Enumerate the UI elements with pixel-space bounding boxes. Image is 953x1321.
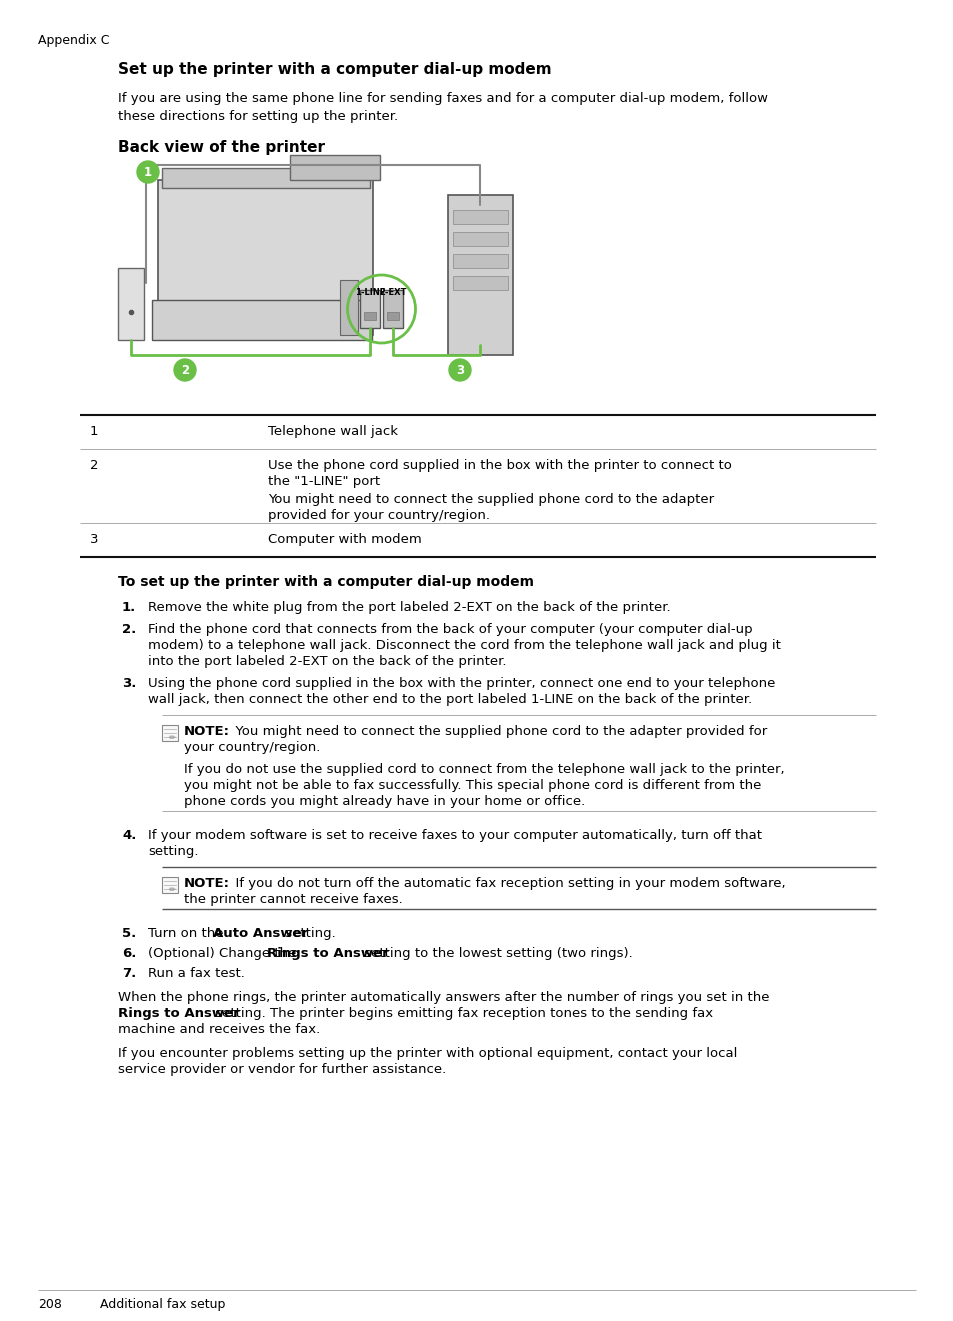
Circle shape — [137, 161, 159, 184]
Text: into the port labeled 2-EXT on the back of the printer.: into the port labeled 2-EXT on the back … — [148, 655, 506, 668]
Text: (Optional) Change the: (Optional) Change the — [148, 947, 300, 960]
Text: 4.: 4. — [122, 830, 136, 841]
Text: machine and receives the fax.: machine and receives the fax. — [118, 1022, 320, 1036]
Text: Find the phone cord that connects from the back of your computer (your computer : Find the phone cord that connects from t… — [148, 624, 752, 635]
Text: wall jack, then connect the other end to the port labeled 1-LINE on the back of : wall jack, then connect the other end to… — [148, 694, 751, 705]
Text: 3.: 3. — [122, 676, 136, 690]
Text: If you do not turn off the automatic fax reception setting in your modem softwar: If you do not turn off the automatic fax… — [227, 877, 785, 890]
Text: Back view of the printer: Back view of the printer — [118, 140, 325, 155]
Bar — [359, 291, 379, 328]
Bar — [290, 155, 379, 180]
Bar — [453, 232, 507, 246]
Text: Use the phone cord supplied in the box with the printer to connect to: Use the phone cord supplied in the box w… — [268, 458, 731, 472]
Text: 1: 1 — [90, 425, 98, 439]
Text: To set up the printer with a computer dial-up modem: To set up the printer with a computer di… — [118, 575, 534, 589]
Bar — [453, 210, 507, 225]
Text: setting.: setting. — [148, 845, 198, 859]
Text: 2-EXT: 2-EXT — [379, 288, 406, 297]
Bar — [162, 725, 178, 741]
Text: service provider or vendor for further assistance.: service provider or vendor for further a… — [118, 1063, 446, 1077]
Text: 2: 2 — [90, 458, 98, 472]
Text: NOTE:: NOTE: — [184, 877, 230, 890]
Text: Rings to Answer: Rings to Answer — [267, 947, 388, 960]
Bar — [453, 276, 507, 291]
Text: You might need to connect the supplied phone cord to the adapter: You might need to connect the supplied p… — [268, 493, 714, 506]
Bar — [453, 254, 507, 268]
Bar — [387, 312, 398, 320]
Text: If you are using the same phone line for sending faxes and for a computer dial-u: If you are using the same phone line for… — [118, 92, 767, 104]
Text: ✏: ✏ — [169, 885, 175, 893]
Text: Turn on the: Turn on the — [148, 927, 228, 941]
Bar — [152, 300, 372, 339]
Text: setting. The printer begins emitting fax reception tones to the sending fax: setting. The printer begins emitting fax… — [211, 1007, 713, 1020]
Text: ✏: ✏ — [169, 733, 175, 741]
Text: Using the phone cord supplied in the box with the printer, connect one end to yo: Using the phone cord supplied in the box… — [148, 676, 775, 690]
Bar — [382, 291, 402, 328]
Text: If you do not use the supplied cord to connect from the telephone wall jack to t: If you do not use the supplied cord to c… — [184, 764, 783, 775]
Bar — [364, 312, 375, 320]
Text: Telephone wall jack: Telephone wall jack — [268, 425, 397, 439]
Text: 1-LINE: 1-LINE — [355, 288, 385, 297]
Bar — [158, 180, 373, 336]
Text: When the phone rings, the printer automatically answers after the number of ring: When the phone rings, the printer automa… — [118, 991, 769, 1004]
Text: modem) to a telephone wall jack. Disconnect the cord from the telephone wall jac: modem) to a telephone wall jack. Disconn… — [148, 639, 781, 653]
Text: If your modem software is set to receive faxes to your computer automatically, t: If your modem software is set to receive… — [148, 830, 761, 841]
Text: 3: 3 — [456, 363, 463, 376]
Text: 1.: 1. — [122, 601, 136, 614]
Text: Set up the printer with a computer dial-up modem: Set up the printer with a computer dial-… — [118, 62, 551, 77]
Text: Auto Answer: Auto Answer — [213, 927, 308, 941]
Text: Computer with modem: Computer with modem — [268, 532, 421, 546]
Text: 3: 3 — [90, 532, 98, 546]
Text: 6.: 6. — [122, 947, 136, 960]
Text: the "1-LINE" port: the "1-LINE" port — [268, 476, 379, 487]
Text: Appendix C: Appendix C — [38, 34, 110, 48]
Text: Remove the white plug from the port labeled 2-EXT on the back of the printer.: Remove the white plug from the port labe… — [148, 601, 670, 614]
Circle shape — [173, 359, 195, 380]
Text: setting.: setting. — [281, 927, 335, 941]
Bar — [162, 168, 370, 188]
Text: 5.: 5. — [122, 927, 136, 941]
Text: 1: 1 — [144, 165, 152, 178]
Text: setting to the lowest setting (two rings).: setting to the lowest setting (two rings… — [359, 947, 632, 960]
Text: 208: 208 — [38, 1299, 62, 1310]
Text: If you encounter problems setting up the printer with optional equipment, contac: If you encounter problems setting up the… — [118, 1048, 737, 1059]
Text: NOTE:: NOTE: — [184, 725, 230, 738]
Text: Additional fax setup: Additional fax setup — [100, 1299, 225, 1310]
Bar — [162, 877, 178, 893]
Text: phone cords you might already have in your home or office.: phone cords you might already have in yo… — [184, 795, 584, 808]
Bar — [339, 280, 357, 336]
Text: these directions for setting up the printer.: these directions for setting up the prin… — [118, 110, 397, 123]
Text: Run a fax test.: Run a fax test. — [148, 967, 245, 980]
Text: 2: 2 — [181, 363, 189, 376]
Bar — [448, 196, 513, 355]
Text: provided for your country/region.: provided for your country/region. — [268, 509, 490, 522]
Text: the printer cannot receive faxes.: the printer cannot receive faxes. — [184, 893, 402, 906]
Text: You might need to connect the supplied phone cord to the adapter provided for: You might need to connect the supplied p… — [227, 725, 766, 738]
Text: 2.: 2. — [122, 624, 136, 635]
Text: 7.: 7. — [122, 967, 136, 980]
Text: Rings to Answer: Rings to Answer — [118, 1007, 239, 1020]
Circle shape — [449, 359, 471, 380]
Text: your country/region.: your country/region. — [184, 741, 320, 754]
Bar — [118, 268, 144, 339]
Text: you might not be able to fax successfully. This special phone cord is different : you might not be able to fax successfull… — [184, 779, 760, 793]
